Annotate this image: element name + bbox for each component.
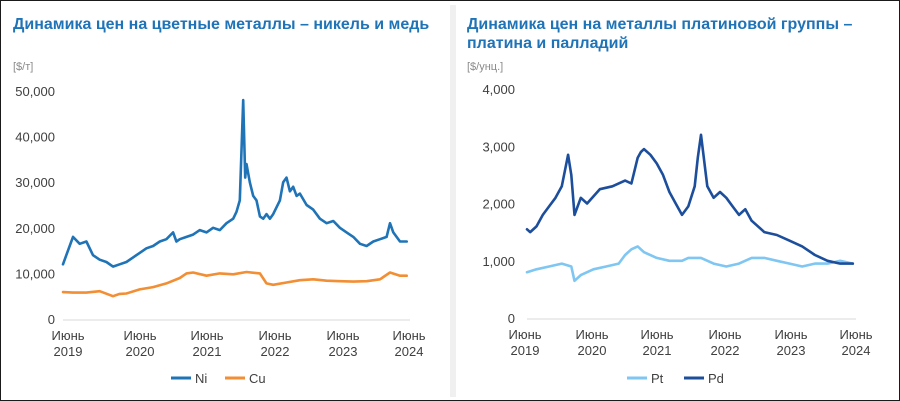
series-line-pt bbox=[525, 245, 855, 283]
chart-panel-platinum-palladium: Динамика цен на металлы платиновой групп… bbox=[459, 5, 899, 397]
x-tick-label: Июнь bbox=[575, 327, 608, 342]
y-tick-label: 20,000 bbox=[15, 221, 55, 236]
x-tick-label: Июнь bbox=[258, 328, 291, 343]
x-tick-label: 2024 bbox=[395, 344, 424, 359]
x-tick-label: 2023 bbox=[777, 343, 806, 358]
x-tick-label: 2021 bbox=[193, 344, 222, 359]
y-tick-label: 3,000 bbox=[482, 139, 515, 154]
series-line-ni bbox=[61, 98, 409, 268]
x-tick-label: Июнь bbox=[640, 327, 673, 342]
x-tick-label: 2020 bbox=[126, 344, 155, 359]
x-tick-label: Июнь bbox=[708, 327, 741, 342]
x-tick-label: 2020 bbox=[578, 343, 607, 358]
series-line-pd bbox=[525, 133, 855, 265]
legend-label-pd: Pd bbox=[708, 371, 724, 386]
y-tick-label: 50,000 bbox=[15, 84, 55, 99]
legend-label-cu: Cu bbox=[249, 371, 266, 386]
legend-label-ni: Ni bbox=[195, 371, 207, 386]
x-tick-label: Июнь bbox=[190, 328, 223, 343]
x-tick-label: 2021 bbox=[643, 343, 672, 358]
y-tick-label: 2,000 bbox=[482, 197, 515, 212]
chart-right-svg: 01,0002,0003,0004,000Июнь2019Июнь2020Июн… bbox=[482, 82, 872, 386]
x-tick-label: Июнь bbox=[839, 327, 872, 342]
chart-left-svg: 010,00020,00030,00040,00050,000Июнь2019И… bbox=[15, 84, 426, 386]
x-tick-label: Июнь bbox=[774, 327, 807, 342]
y-tick-label: 40,000 bbox=[15, 130, 55, 145]
x-tick-label: 2024 bbox=[842, 343, 871, 358]
chart-title-right: Динамика цен на металлы платиновой групп… bbox=[467, 16, 853, 52]
x-tick-label: Июнь bbox=[51, 328, 84, 343]
x-tick-label: 2019 bbox=[54, 344, 83, 359]
y-tick-label: 0 bbox=[48, 312, 55, 327]
x-tick-label: 2022 bbox=[261, 344, 290, 359]
y-tick-label: 30,000 bbox=[15, 175, 55, 190]
chart-title-left: Динамика цен на цветные металлы – никель… bbox=[13, 16, 430, 33]
y-tick-label: 10,000 bbox=[15, 266, 55, 281]
x-tick-label: 2023 bbox=[329, 344, 358, 359]
chart-panel-nickel-copper: Динамика цен на цветные металлы – никель… bbox=[5, 5, 445, 397]
panel-divider bbox=[450, 5, 456, 397]
x-tick-label: Июнь bbox=[123, 328, 156, 343]
legend-label-pt: Pt bbox=[651, 371, 664, 386]
x-tick-label: Июнь bbox=[326, 328, 359, 343]
x-tick-label: Июнь bbox=[508, 327, 541, 342]
y-tick-label: 1,000 bbox=[482, 254, 515, 269]
x-tick-label: 2019 bbox=[511, 343, 540, 358]
series-line-cu bbox=[61, 270, 409, 298]
unit-label-right: [$/унц.] bbox=[467, 61, 504, 73]
x-tick-label: Июнь bbox=[392, 328, 425, 343]
y-tick-label: 0 bbox=[508, 311, 515, 326]
y-tick-label: 4,000 bbox=[482, 82, 515, 97]
unit-label-left: [$/т] bbox=[13, 61, 34, 73]
x-tick-label: 2022 bbox=[711, 343, 740, 358]
